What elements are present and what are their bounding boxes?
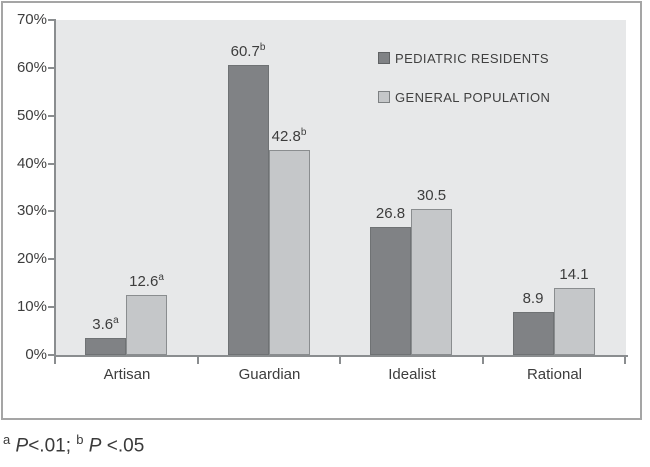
significance-footnote: a P<.01; b P <.05 (3, 432, 144, 457)
legend-swatch-pediatric-residents (378, 52, 390, 64)
y-axis-tick-mark (48, 162, 54, 165)
legend-label-general-population: GENERAL POPULATION (395, 89, 551, 105)
x-axis-tick-mark (481, 357, 484, 364)
footnote-sup-a: a (3, 432, 11, 447)
y-axis-line (54, 19, 56, 357)
bar-value-label: 8.9 (522, 290, 544, 308)
bar-value-label: 42.8b (271, 127, 307, 146)
x-axis-tick-mark (339, 357, 341, 364)
bar-value-label: 3.6a (92, 314, 119, 333)
legend-item-general-population: GENERAL POPULATION (378, 89, 550, 105)
x-axis-line (54, 355, 628, 357)
legend-item-pediatric-residents: PEDIATRIC RESIDENTS (378, 50, 549, 66)
y-axis-tick-mark (48, 354, 54, 356)
category-label-guardian: Guardian (238, 366, 301, 383)
y-axis-tick-label: 70% (16, 11, 47, 28)
footnote-p2: P (88, 435, 102, 457)
y-axis-tick-label: 50% (16, 106, 47, 124)
bar-pediatric-residents-idealist (370, 226, 411, 355)
y-axis-tick-mark (48, 114, 54, 117)
category-label-idealist: Idealist (388, 366, 436, 383)
y-axis-tick-label: 10% (16, 298, 47, 316)
significance-superscript: a (158, 271, 164, 283)
legend-label-pediatric-residents: PEDIATRIC RESIDENTS (395, 50, 549, 66)
bar-pediatric-residents-guardian (227, 64, 269, 355)
category-label-artisan: Artisan (103, 366, 151, 383)
bar-pediatric-residents-artisan (85, 337, 126, 355)
footnote-text2: <.05 (101, 435, 145, 457)
y-axis-tick-mark (48, 258, 54, 261)
y-axis-tick-label: 0% (25, 346, 47, 363)
bar-general-population-rational (553, 287, 595, 355)
y-axis-tick-mark (48, 210, 54, 213)
y-axis-tick-label: 20% (16, 250, 47, 268)
bar-general-population-guardian (268, 150, 310, 355)
bar-general-population-artisan (126, 294, 167, 355)
y-axis-tick-mark (48, 306, 54, 309)
y-axis-tick-mark (48, 66, 54, 69)
x-axis-tick-mark (624, 357, 626, 364)
bar-value-label: 14.1 (559, 265, 589, 283)
y-axis-tick-label: 40% (16, 154, 47, 172)
y-axis-tick-label: 60% (16, 58, 47, 76)
bar-value-label: 26.8 (375, 204, 406, 222)
significance-superscript: b (300, 127, 307, 139)
legend-swatch-general-population (378, 91, 390, 103)
x-axis-tick-mark (196, 357, 199, 364)
footnote-text1: <.01; (28, 435, 77, 457)
bar-value-label: 12.6a (129, 271, 164, 290)
footnote-sup-b: b (76, 432, 84, 447)
significance-superscript: b (259, 41, 266, 53)
y-axis-tick-label: 30% (16, 202, 47, 220)
bar-value-label: 30.5 (416, 187, 447, 205)
bar-value-label: 60.7b (230, 41, 266, 60)
significance-superscript: a (113, 314, 119, 326)
footnote-p1: P (15, 435, 29, 457)
y-axis-tick-mark (48, 19, 54, 21)
bar-pediatric-residents-rational (512, 312, 554, 355)
bar-general-population-idealist (411, 209, 452, 355)
category-label-rational: Rational (526, 366, 583, 383)
x-axis-tick-mark (54, 357, 56, 364)
